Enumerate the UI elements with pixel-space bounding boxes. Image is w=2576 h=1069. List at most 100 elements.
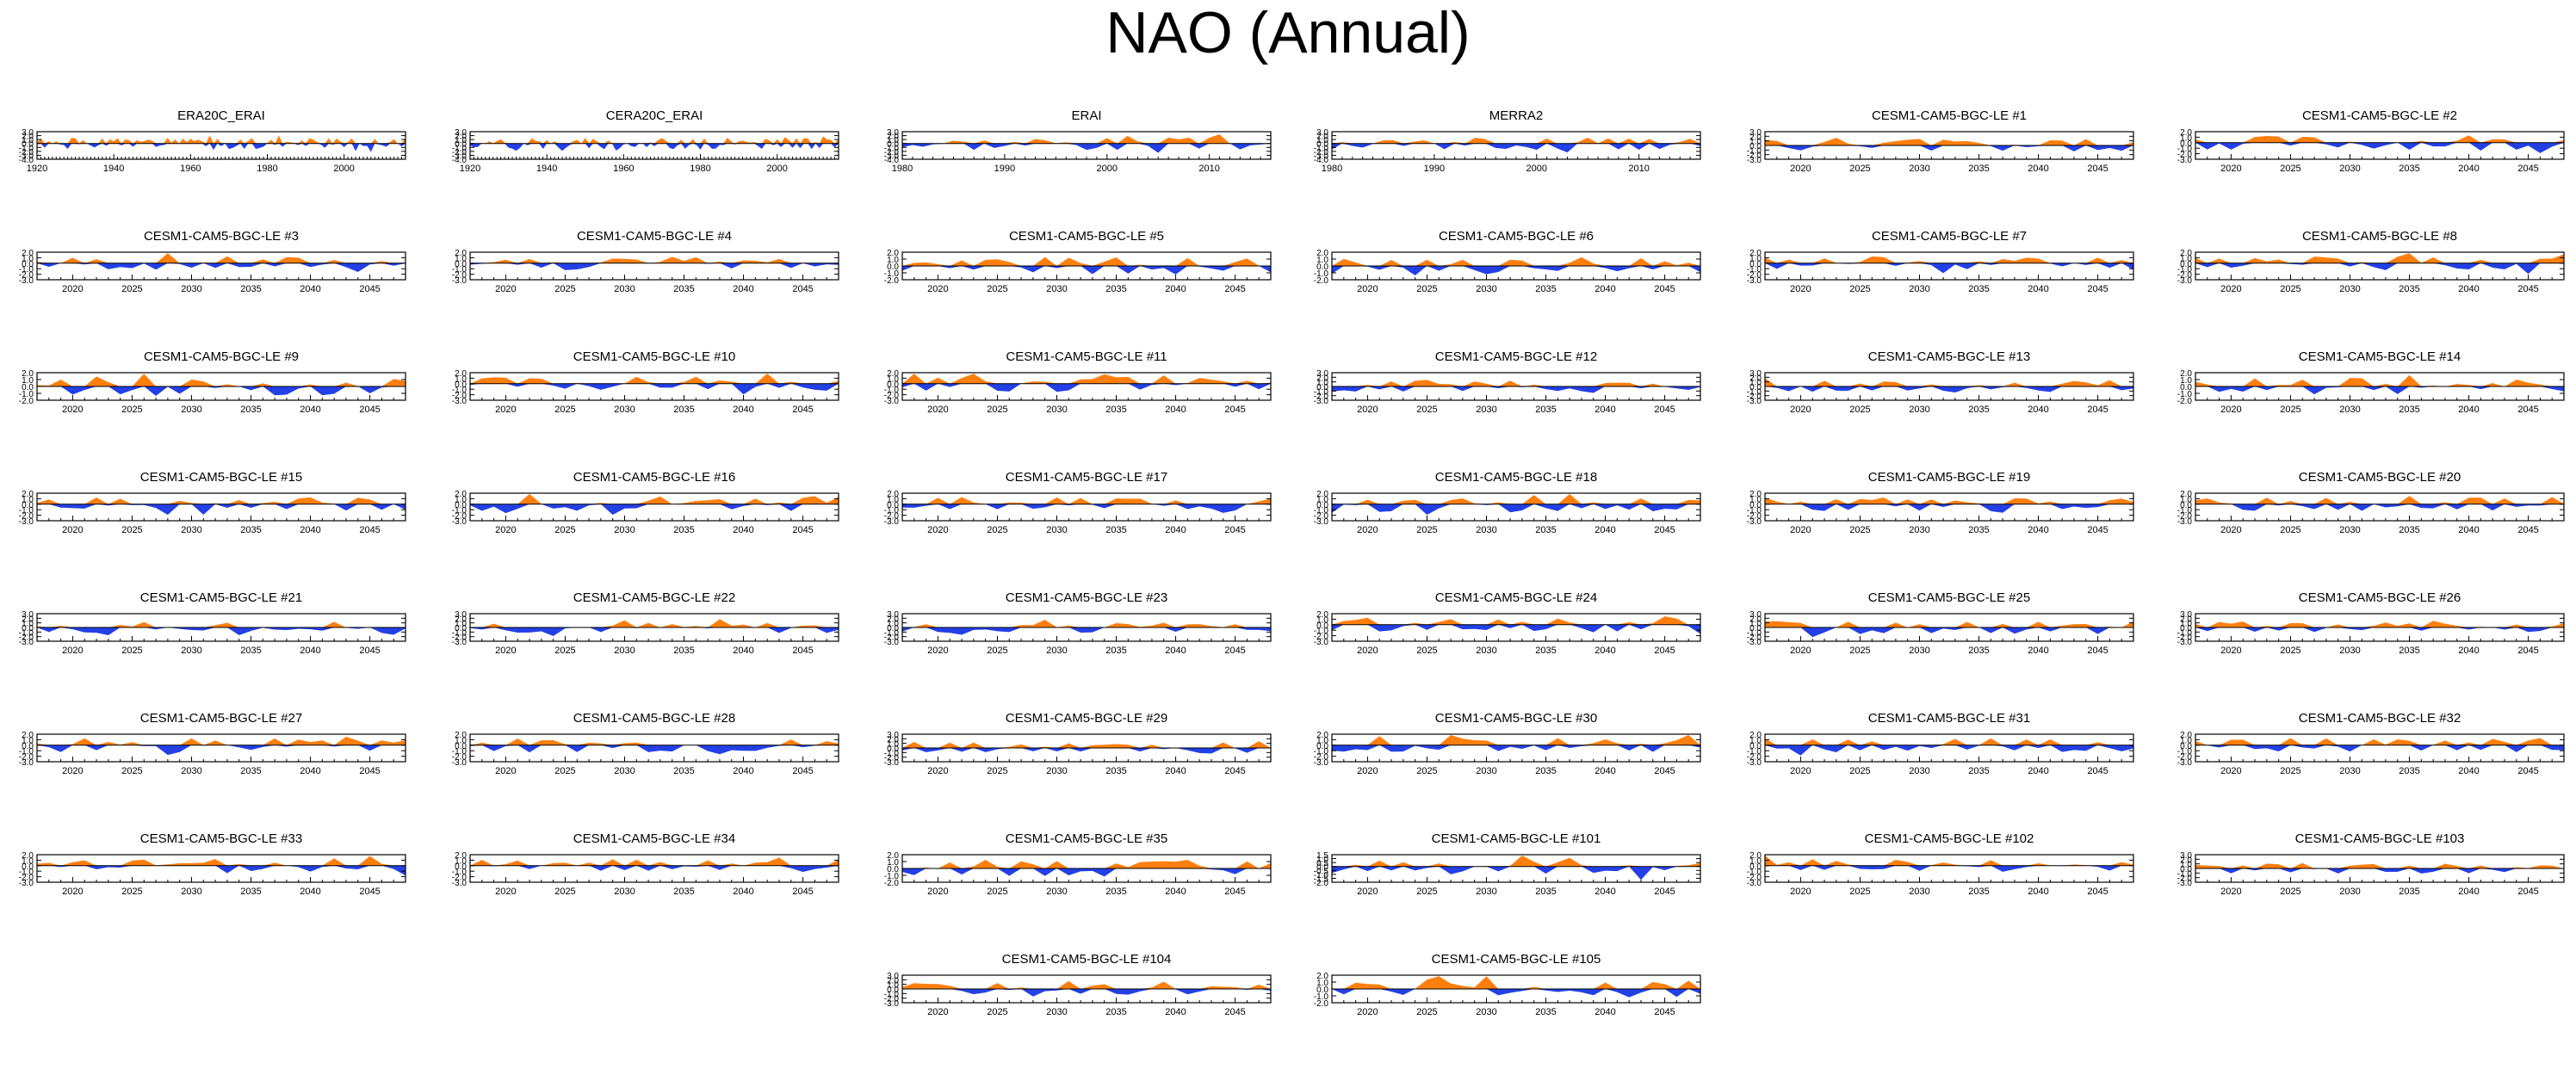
panel-title: CESM1-CAM5-BGC-LE #28 xyxy=(573,711,735,726)
y-tick-label: -1.5 xyxy=(1314,874,1329,884)
x-tick-label: 2040 xyxy=(1165,766,1186,776)
x-tick-label: 2020 xyxy=(62,525,83,535)
x-tick-label: 2045 xyxy=(2517,164,2538,174)
x-tick-label: 2045 xyxy=(792,525,813,535)
y-tick-label: -3.0 xyxy=(1314,638,1329,647)
panel-title: CESM1-CAM5-BGC-LE #6 xyxy=(1439,229,1594,244)
x-tick-label: 2030 xyxy=(614,766,635,776)
y-tick-label: -1.0 xyxy=(884,386,900,395)
x-tick-label: 2025 xyxy=(1416,1007,1437,1017)
negative-area xyxy=(1332,504,1700,516)
x-tick-label: 2035 xyxy=(2399,766,2419,776)
y-tick-label: -1.0 xyxy=(19,390,34,399)
y-tick-label: 1.0 xyxy=(2180,861,2192,870)
x-tick-label: 2035 xyxy=(2399,405,2419,415)
x-tick-label: 2045 xyxy=(2517,525,2538,535)
panel-16: CESM1-CAM5-BGC-LE #12-3.0-2.0-1.00.01.02… xyxy=(1314,349,1701,415)
y-tick-label: -3.0 xyxy=(2177,638,2193,647)
x-tick-label: 2025 xyxy=(1849,646,1870,656)
y-tick-label: -3.0 xyxy=(1747,638,1762,647)
y-tick-label: 3.0 xyxy=(455,610,467,620)
y-tick-label: 0.0 xyxy=(1749,260,1762,269)
panel-title: CESM1-CAM5-BGC-LE #26 xyxy=(2299,590,2461,605)
y-tick-label: 1.0 xyxy=(22,254,34,263)
y-tick-label: 0.0 xyxy=(1749,742,1762,751)
y-tick-label: 0.0 xyxy=(887,263,899,272)
y-tick-label: -2.0 xyxy=(1747,874,1762,883)
x-tick-label: 2025 xyxy=(987,766,1007,776)
negative-area xyxy=(2195,627,2564,633)
panel-15: CESM1-CAM5-BGC-LE #11-3.0-2.0-1.00.01.02… xyxy=(884,349,1272,415)
y-tick-label: -3.0 xyxy=(19,638,34,647)
positive-area xyxy=(1765,497,2133,504)
y-tick-label: 1.0 xyxy=(1749,138,1762,147)
x-tick-label: 2025 xyxy=(554,646,575,656)
positive-area xyxy=(470,256,839,263)
panel-title: CESM1-CAM5-BGC-LE #22 xyxy=(573,590,735,605)
y-tick-label: 0.0 xyxy=(887,501,899,510)
x-tick-label: 2045 xyxy=(359,646,380,656)
x-tick-label: 2035 xyxy=(1105,284,1126,294)
y-tick-label: -1.0 xyxy=(2177,628,2193,638)
x-tick-label: 2045 xyxy=(359,766,380,776)
y-tick-label: 2.0 xyxy=(887,615,899,624)
x-tick-label: 2040 xyxy=(1595,646,1615,656)
y-tick-label: -3.0 xyxy=(452,517,468,527)
x-tick-label: 2040 xyxy=(300,646,320,656)
x-tick-label: 2035 xyxy=(673,284,694,294)
x-tick-label: 2030 xyxy=(1476,525,1496,535)
x-tick-label: 2040 xyxy=(2028,646,2048,656)
x-tick-label: 2035 xyxy=(1105,646,1126,656)
x-tick-label: 2025 xyxy=(987,284,1007,294)
x-tick-label: 2030 xyxy=(181,284,201,294)
panel-frame xyxy=(36,733,406,763)
y-tick-label: -3.0 xyxy=(2177,156,2193,165)
y-tick-label: -1.0 xyxy=(2177,869,2193,879)
x-tick-label: 2035 xyxy=(1968,525,1989,535)
y-tick-label: -3.0 xyxy=(2177,758,2193,768)
x-tick-label: 2040 xyxy=(2458,164,2479,174)
panel-title: ERA20C_ERAI xyxy=(177,108,265,123)
y-tick-label: 0.0 xyxy=(887,986,899,995)
x-tick-label: 2020 xyxy=(2220,525,2241,535)
x-tick-label: 2045 xyxy=(1224,766,1245,776)
panel-29: CESM1-CAM5-BGC-LE #25-3.0-2.0-1.00.01.02… xyxy=(1747,590,2134,656)
y-tick-label: -2.0 xyxy=(19,633,34,643)
y-tick-label: 3.0 xyxy=(1316,369,1328,379)
y-tick-label: 1.0 xyxy=(1749,379,1762,388)
x-tick-label: 2020 xyxy=(2220,766,2241,776)
x-tick-label: 2025 xyxy=(1849,284,1870,294)
x-tick-label: 2035 xyxy=(1535,887,1556,897)
x-tick-label: 2025 xyxy=(554,887,575,897)
x-tick-label: 1960 xyxy=(613,164,634,174)
y-tick-label: -3.0 xyxy=(19,879,34,888)
x-tick-label: 2020 xyxy=(1790,766,1811,776)
x-tick-label: 2045 xyxy=(1224,525,1245,535)
x-tick-label: 2040 xyxy=(1165,646,1186,656)
x-tick-label: 2040 xyxy=(1165,887,1186,897)
positive-area xyxy=(37,135,406,144)
x-tick-label: 2000 xyxy=(1526,164,1547,174)
x-tick-label: 2030 xyxy=(2339,646,2360,656)
y-tick-label: 2.0 xyxy=(887,851,899,861)
x-tick-label: 2040 xyxy=(2028,405,2048,415)
x-tick-label: 2040 xyxy=(1595,887,1615,897)
y-tick-label: -3.0 xyxy=(1747,758,1762,768)
panel-frame xyxy=(1331,492,1701,522)
x-tick-label: 2025 xyxy=(1849,887,1870,897)
y-tick-label: 2.0 xyxy=(1749,731,1762,740)
x-tick-label: 2030 xyxy=(181,405,201,415)
y-tick-label: -1.0 xyxy=(452,144,468,153)
x-tick-label: 2025 xyxy=(121,887,142,897)
y-tick-label: 2.0 xyxy=(1749,490,1762,499)
x-tick-label: 2045 xyxy=(2087,164,2108,174)
y-tick-label: -2.0 xyxy=(884,633,900,643)
x-tick-label: 2030 xyxy=(2339,766,2360,776)
y-tick-label: 2.0 xyxy=(455,615,467,624)
y-tick-label: 0.0 xyxy=(1316,501,1328,510)
y-tick-label: -4.0 xyxy=(884,156,900,165)
y-tick-label: 0.0 xyxy=(22,140,34,150)
y-tick-label: -3.0 xyxy=(884,638,900,647)
x-tick-label: 2045 xyxy=(1224,284,1245,294)
x-tick-label: 2035 xyxy=(1968,646,1989,656)
